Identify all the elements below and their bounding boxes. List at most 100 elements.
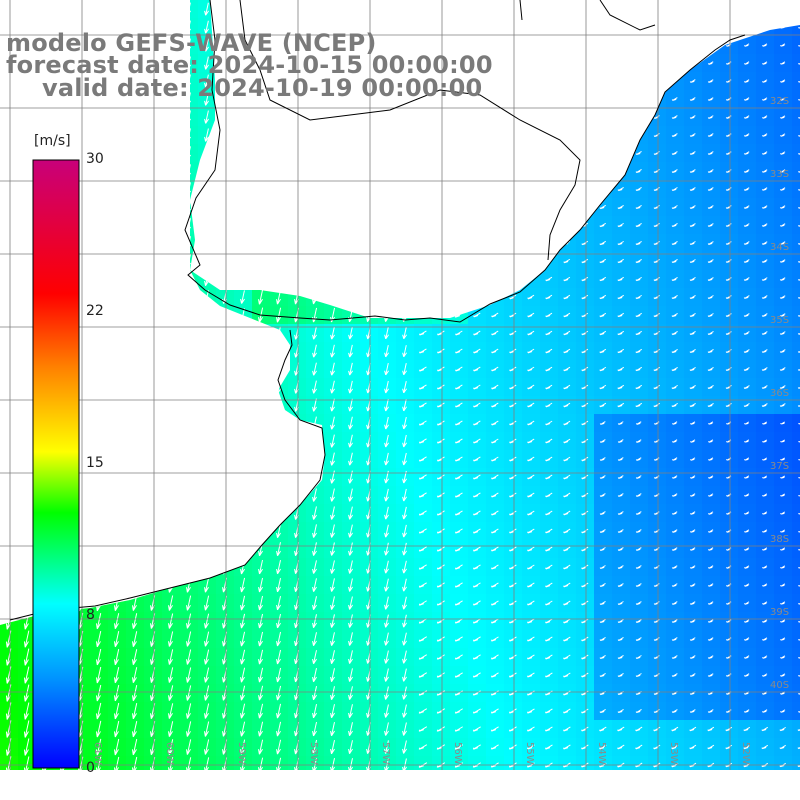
wind-arrow <box>330 560 335 574</box>
wind-arrow <box>689 457 696 461</box>
wind-arrow <box>312 632 317 647</box>
speed-cell <box>792 234 800 253</box>
speed-cell <box>792 684 800 703</box>
wind-arrow <box>779 295 786 299</box>
wind-arrow <box>581 528 589 534</box>
wind-arrow <box>635 258 642 264</box>
wind-arrow <box>527 348 535 354</box>
wind-arrow <box>330 740 335 755</box>
speed-cell <box>414 756 433 770</box>
wind-arrow <box>23 666 30 684</box>
wind-arrow <box>509 654 517 660</box>
wind-arrow <box>617 475 624 479</box>
wind-arrow <box>635 330 642 336</box>
speed-cell <box>792 252 800 271</box>
wind-arrow <box>509 546 517 552</box>
wind-arrow <box>707 529 714 533</box>
wind-arrow <box>312 488 317 502</box>
wind-arrow <box>545 510 553 516</box>
wind-arrow <box>545 402 553 408</box>
wind-arrow <box>312 506 317 520</box>
wind-arrow <box>797 387 800 389</box>
wind-arrow <box>348 614 353 628</box>
wind-arrow <box>635 294 642 300</box>
wind-arrow <box>689 295 696 300</box>
wind-arrow <box>581 600 589 606</box>
longitude-label: 55W <box>524 742 535 765</box>
wind-arrow <box>743 259 750 263</box>
wind-arrow <box>761 331 768 335</box>
wind-arrow <box>743 115 750 119</box>
wind-arrow <box>402 381 408 394</box>
wind-arrow <box>240 613 246 629</box>
wind-arrow <box>384 686 389 700</box>
speed-cell <box>792 540 800 559</box>
wind-arrow <box>204 128 209 142</box>
wind-arrow <box>509 672 517 678</box>
wind-arrow <box>508 744 517 750</box>
wind-arrow <box>635 529 642 533</box>
wind-arrow <box>635 276 642 282</box>
wind-arrow <box>779 79 786 83</box>
wind-arrow <box>258 613 264 629</box>
wind-arrow <box>204 92 209 106</box>
longitude-label: 54W <box>596 742 607 765</box>
wind-arrow <box>599 258 607 264</box>
wind-arrow <box>527 384 535 390</box>
wind-arrow <box>454 690 463 696</box>
wind-arrow <box>635 511 642 515</box>
wind-arrow <box>384 560 390 574</box>
wind-arrow <box>563 348 571 354</box>
wind-arrow <box>436 654 445 660</box>
wind-arrow <box>779 133 786 137</box>
wind-arrow <box>186 739 192 755</box>
wind-arrow <box>418 618 427 624</box>
wind-arrow <box>762 421 768 425</box>
wind-arrow <box>384 614 389 628</box>
wind-arrow <box>348 668 353 682</box>
wind-arrow <box>436 546 445 552</box>
wind-arrow <box>186 631 192 647</box>
wind-arrow <box>707 115 714 119</box>
wind-arrow <box>797 765 800 768</box>
wind-arrow <box>527 564 535 570</box>
wind-arrow <box>527 672 535 678</box>
wind-arrow <box>312 362 318 376</box>
wind-arrow <box>671 348 678 354</box>
wind-arrow <box>527 708 535 714</box>
wind-arrow <box>204 595 210 611</box>
wind-arrow <box>743 619 750 623</box>
wind-arrow <box>527 528 535 534</box>
wind-arrow <box>473 330 481 336</box>
wind-arrow <box>689 421 696 425</box>
wind-arrow <box>419 420 427 426</box>
latitude-label: 32S <box>770 96 789 107</box>
wind-arrow <box>545 294 553 300</box>
wind-arrow <box>581 726 589 732</box>
wind-arrow <box>527 456 535 462</box>
wind-arrow <box>689 367 696 372</box>
speed-cell <box>792 738 800 757</box>
axis-labels: 32S 33S 34S 35S 36S 37S 38S 39S 40S 61W 60W 59W 58W 5… <box>92 96 789 765</box>
wind-arrow <box>689 547 696 551</box>
wind-arrow <box>509 582 517 588</box>
wind-arrow <box>418 546 427 552</box>
wind-arrow <box>689 349 696 354</box>
wind-arrow <box>671 277 678 282</box>
wind-arrow <box>761 637 768 641</box>
wind-arrow <box>563 726 571 732</box>
wind-arrow <box>671 547 678 551</box>
wind-arrow <box>671 601 678 605</box>
wind-arrow <box>131 649 138 666</box>
wind-arrow <box>599 330 607 336</box>
wind-arrow <box>635 547 642 551</box>
wind-arrow <box>689 475 696 479</box>
wind-arrow <box>653 259 660 264</box>
wind-arrow <box>707 457 714 461</box>
wind-arrow <box>707 709 714 713</box>
wind-arrow <box>348 488 353 502</box>
wind-arrow <box>761 151 768 155</box>
wind-arrow <box>384 524 390 538</box>
wind-arrow <box>186 685 192 701</box>
wind-arrow <box>707 133 714 137</box>
